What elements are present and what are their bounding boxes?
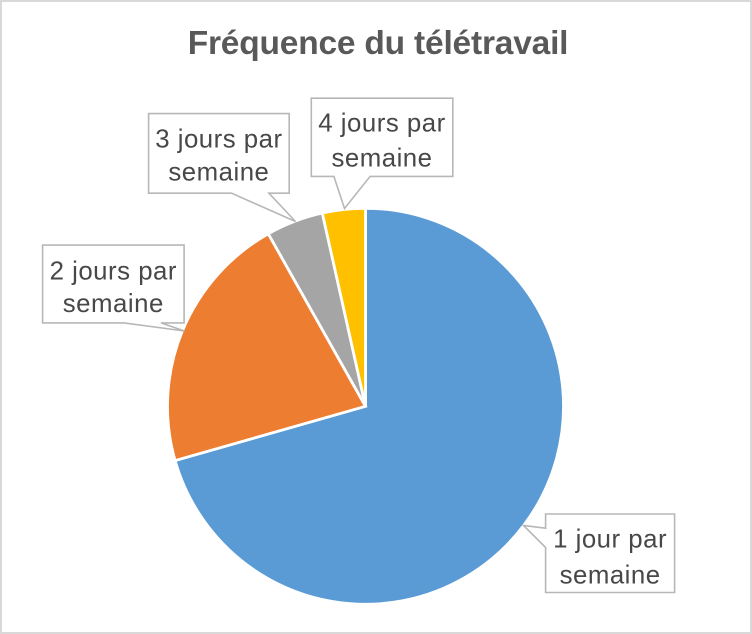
svg-text:1 jour par: 1 jour par [553,526,667,554]
svg-text:semaine: semaine [560,562,661,590]
svg-text:Fréquence du télétravail: Fréquence du télétravail [188,25,569,62]
svg-text:4 jours par: 4 jours par [318,109,445,137]
svg-text:semaine: semaine [168,158,269,186]
svg-text:semaine: semaine [63,290,164,318]
svg-text:semaine: semaine [331,144,432,172]
svg-text:2 jours par: 2 jours par [50,257,177,285]
svg-text:3 jours par: 3 jours par [155,125,282,153]
